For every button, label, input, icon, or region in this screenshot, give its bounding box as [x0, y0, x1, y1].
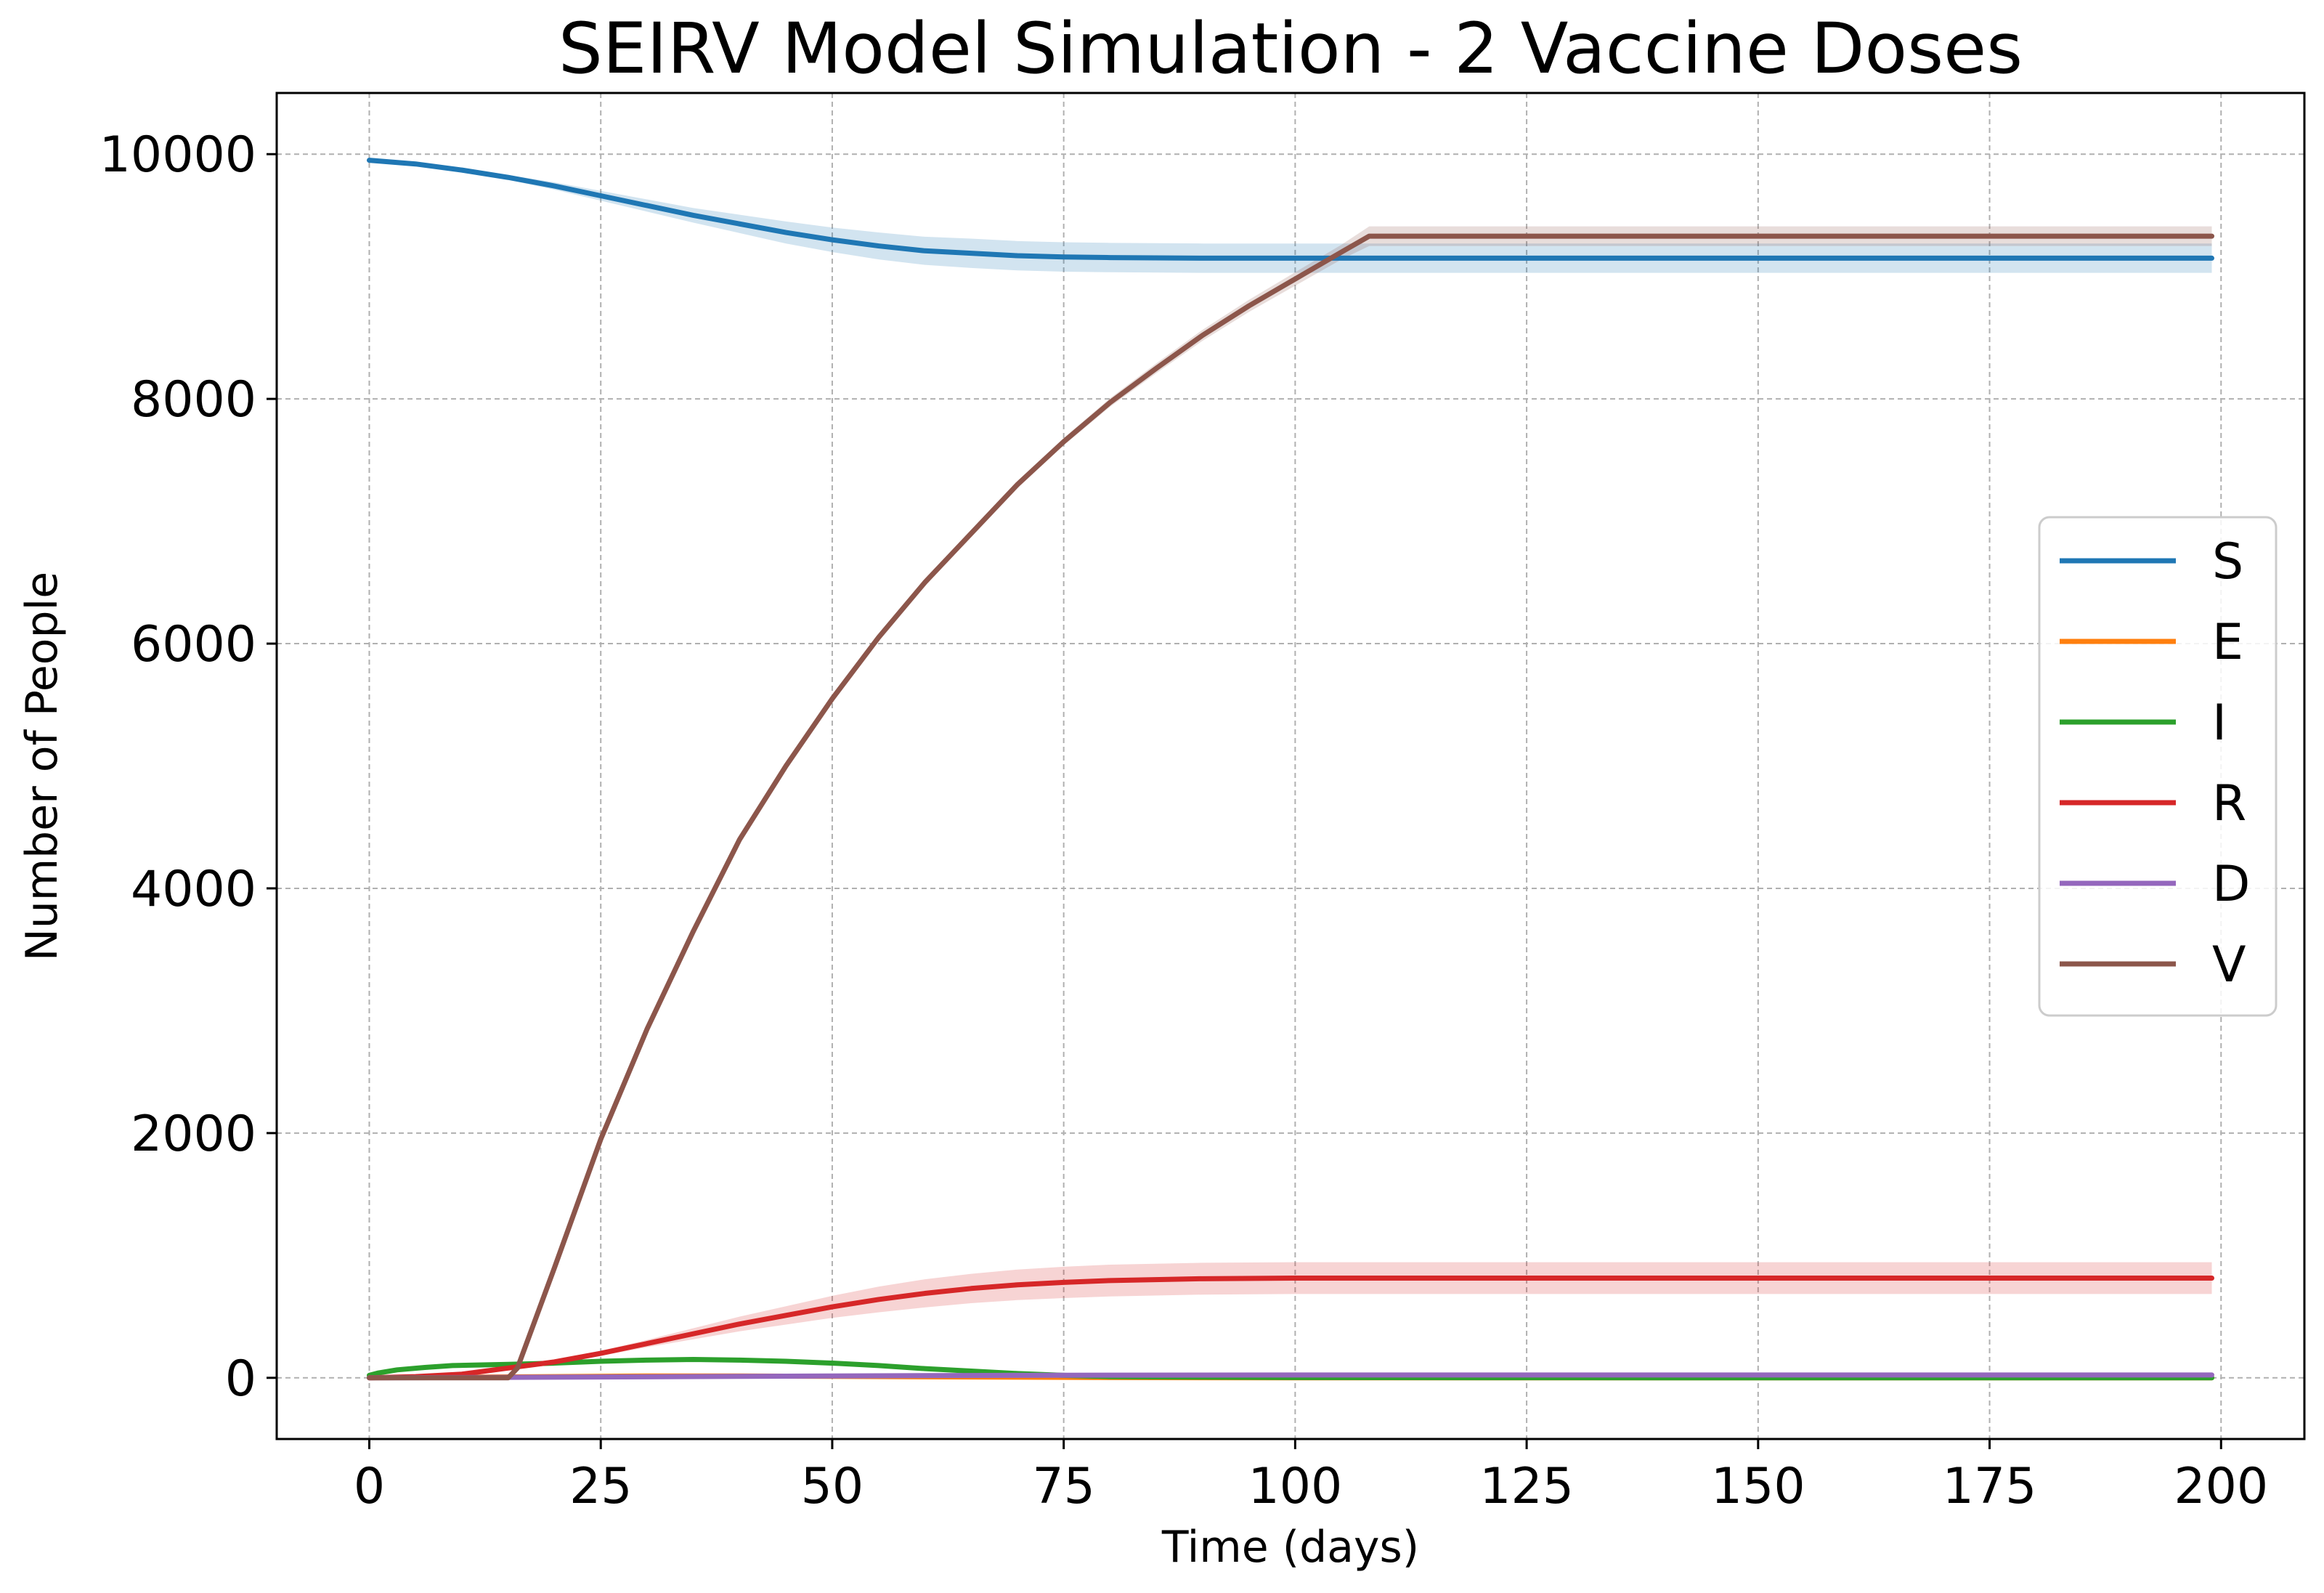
- legend-label-v: V: [2212, 936, 2246, 994]
- y-tick-label: 2000: [131, 1106, 256, 1163]
- series-r-band: [369, 1262, 2212, 1378]
- y-tick-label: 4000: [131, 861, 256, 918]
- chart-title: SEIRV Model Simulation - 2 Vaccine Doses: [558, 8, 2023, 89]
- x-tick-label: 75: [1032, 1458, 1095, 1515]
- series-d-line: [366, 1372, 2215, 1381]
- legend-label-d: D: [2212, 856, 2250, 913]
- series-s-band: [369, 160, 2212, 273]
- x-axis-label: Time (days): [1161, 1522, 1419, 1573]
- x-tick-label: 50: [801, 1458, 864, 1515]
- confidence-bands: [369, 160, 2212, 1378]
- legend-label-e: E: [2212, 614, 2243, 671]
- x-tick-label: 150: [1711, 1458, 1805, 1515]
- legend-label-r: R: [2212, 775, 2246, 832]
- x-tick-label: 175: [1943, 1458, 2037, 1515]
- y-tick-label: 10000: [99, 126, 256, 184]
- y-tick-label: 0: [225, 1350, 256, 1408]
- y-tick-label: 6000: [131, 616, 256, 673]
- plot-frame: [275, 92, 2306, 1440]
- x-tick-label: 200: [2174, 1458, 2268, 1515]
- series-r-line: [366, 1275, 2215, 1381]
- legend-label-i: I: [2212, 694, 2227, 752]
- x-tick-label: 25: [569, 1458, 633, 1515]
- legend-label-s: S: [2212, 533, 2243, 591]
- x-tick-label: 0: [354, 1458, 385, 1515]
- series-s-line: [366, 158, 2215, 261]
- y-axis-label: Number of People: [17, 572, 68, 961]
- x-tick-label: 100: [1248, 1458, 1342, 1515]
- series-lines: [366, 158, 2215, 1381]
- y-tick-label: 8000: [131, 371, 256, 429]
- axis-ticks: 0 25 50 75 100 125 150 175 200020004000600080001…: [99, 126, 2268, 1515]
- x-tick-label: 125: [1479, 1458, 1574, 1515]
- series-v-line: [366, 233, 2215, 1381]
